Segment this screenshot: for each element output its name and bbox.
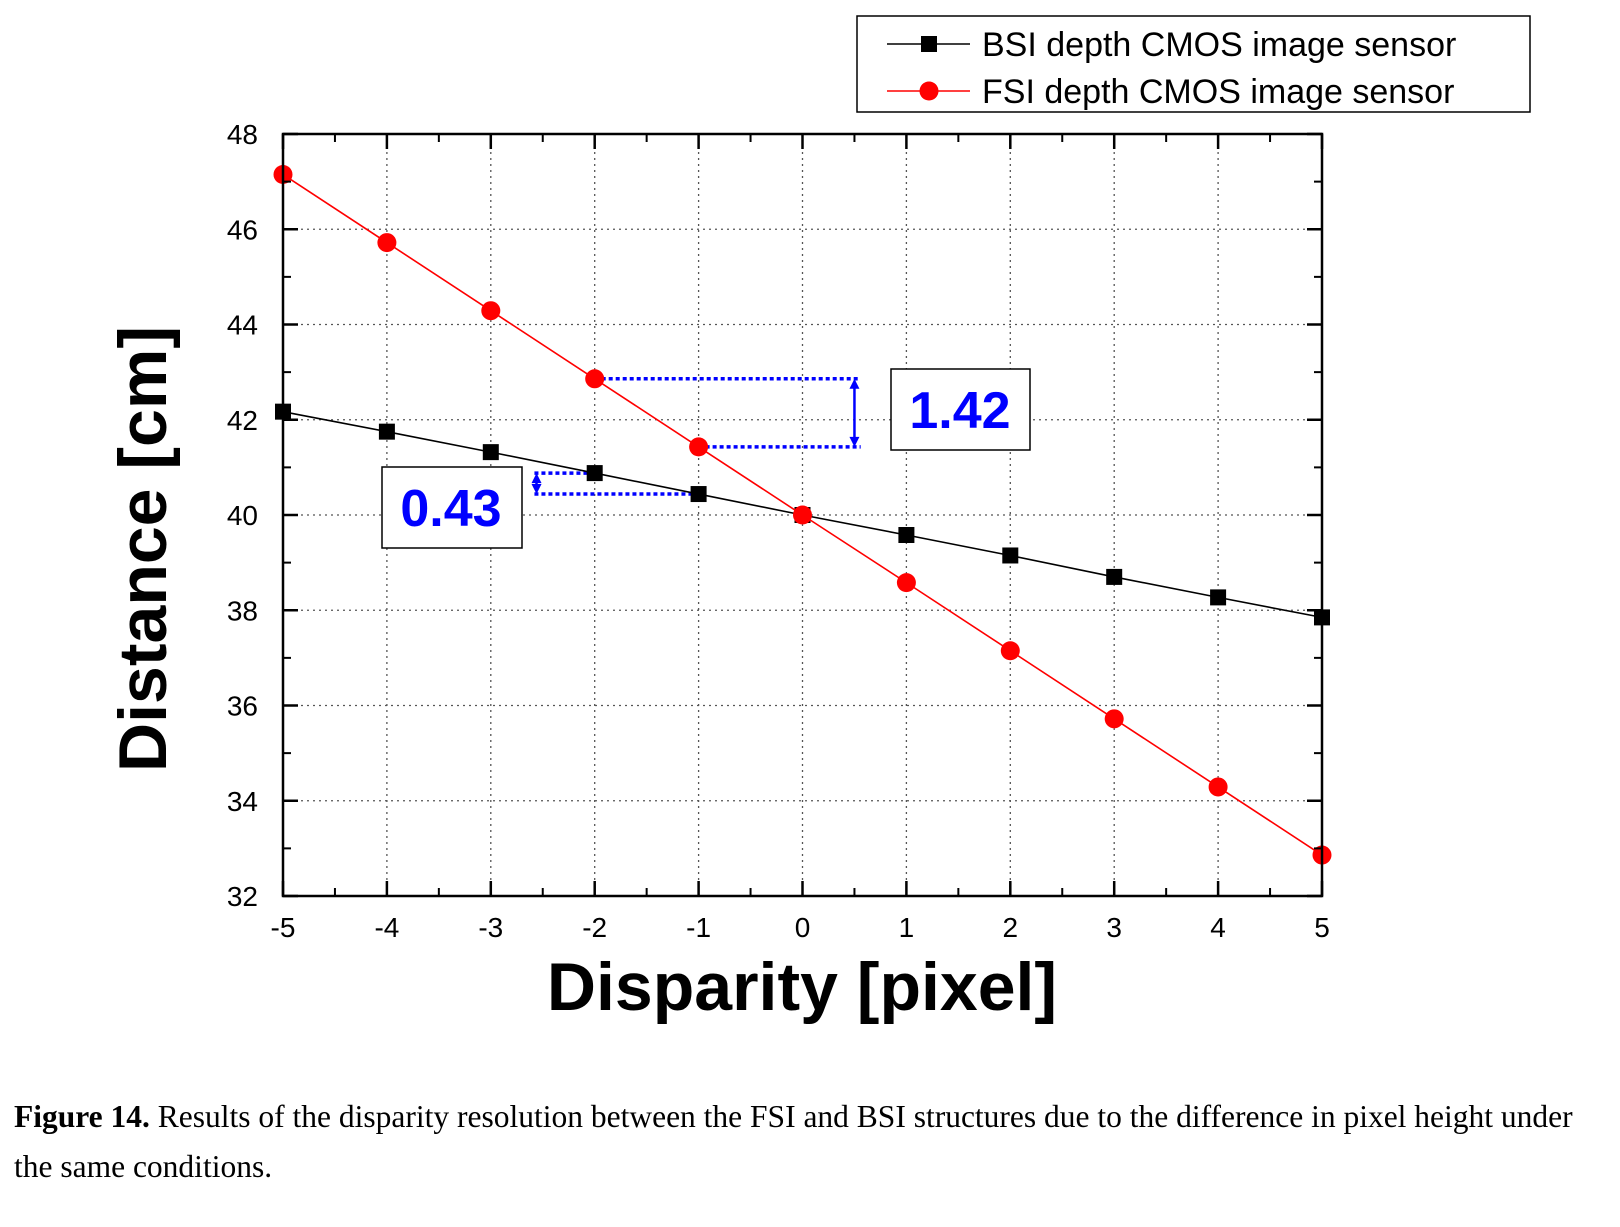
data-point-square: [482, 444, 499, 461]
data-point-square: [898, 527, 915, 544]
data-point-circle: [793, 505, 812, 525]
y-axis-label: Distance [cm]: [105, 326, 181, 772]
legend-label-fsi: FSI depth CMOS image sensor: [982, 73, 1454, 111]
series-fsi: [273, 164, 1332, 865]
data-point-circle: [1104, 709, 1124, 729]
data-point-square: [1002, 547, 1019, 564]
y-tick-label: 42: [227, 405, 258, 436]
x-axis-label: Disparity [pixel]: [547, 949, 1057, 1025]
x-tick-label: -5: [271, 912, 296, 943]
annotation-box-0.43: [381, 466, 523, 549]
y-tick-label: 34: [227, 786, 258, 817]
caption-label: Figure 14.: [14, 1099, 150, 1134]
y-tick-label: 32: [227, 881, 258, 912]
legend-label-bsi: BSI depth CMOS image sensor: [982, 26, 1456, 64]
legend-marker-fsi: [919, 81, 939, 101]
x-tick-label: 1: [899, 912, 915, 943]
x-tick-label: -3: [478, 912, 503, 943]
x-tick-label: -1: [686, 912, 711, 943]
legend-item-bsi: BSI depth CMOS image sensor: [887, 26, 1456, 64]
x-tick-label: 5: [1314, 912, 1330, 943]
x-tick-label: 3: [1106, 912, 1122, 943]
data-point-circle: [377, 233, 397, 253]
annotation-arrow-1.42-head-up: [849, 378, 860, 389]
y-tick-label: 38: [227, 595, 258, 626]
annotation-text-0.43: 0.43: [400, 480, 501, 538]
y-tick-label: 36: [227, 691, 258, 722]
annotation-guides: [531, 377, 861, 496]
legend-marker-bsi: [921, 36, 937, 52]
data-point-square: [1210, 589, 1227, 606]
legend-item-fsi: FSI depth CMOS image sensor: [887, 73, 1454, 111]
data-point-circle: [896, 573, 916, 593]
x-tick-label: -2: [582, 912, 607, 943]
y-tick-label: 48: [227, 119, 258, 150]
x-tick-label: -4: [374, 912, 399, 943]
legend: BSI depth CMOS image sensor FSI depth CM…: [856, 15, 1531, 113]
y-tick-label: 44: [227, 310, 258, 341]
data-point-circle: [1208, 777, 1228, 797]
x-tick-label: 0: [795, 912, 811, 943]
data-point-circle: [1000, 641, 1020, 661]
annotation-arrow-1.42-head-down: [849, 436, 860, 447]
x-tick-label: 4: [1210, 912, 1226, 943]
data-point-circle: [585, 369, 605, 389]
data-point-square: [1106, 568, 1123, 585]
series-layer: [273, 164, 1332, 865]
data-point-circle: [481, 301, 501, 321]
annotation-box-1.42: [890, 368, 1031, 451]
annotation-arrow-0.43-head-up: [531, 473, 542, 484]
grid: [283, 134, 1322, 896]
caption-text: Results of the disparity resolution betw…: [14, 1099, 1573, 1184]
figure-caption: Figure 14. Results of the disparity reso…: [14, 1092, 1609, 1192]
data-point-square: [586, 465, 603, 482]
data-point-square: [378, 423, 395, 440]
data-point-square: [690, 486, 707, 503]
data-point-circle: [689, 437, 709, 457]
annotation-text-1.42: 1.42: [909, 382, 1010, 440]
y-tick-label: 46: [227, 214, 258, 245]
y-tick-label: 40: [227, 500, 258, 531]
annotation-boxes: 1.42 0.43: [381, 368, 1031, 549]
annotation-arrow-0.43-head-down: [531, 484, 542, 495]
x-tick-label: 2: [1003, 912, 1019, 943]
legend-box: [856, 15, 1531, 113]
